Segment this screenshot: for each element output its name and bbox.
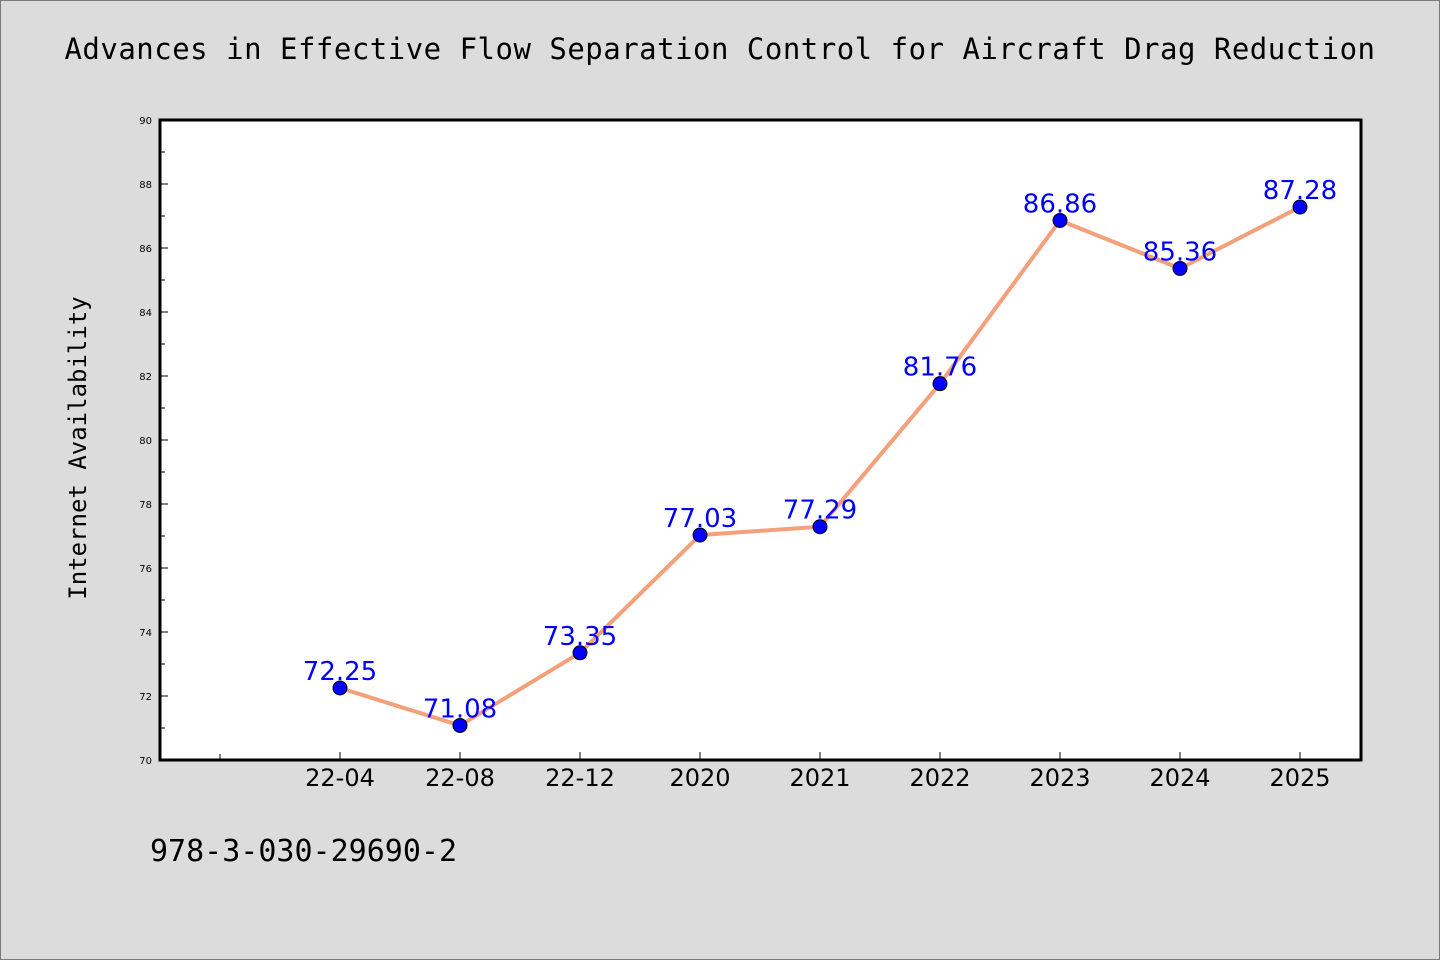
data-label: 73.35 bbox=[543, 622, 617, 652]
data-point bbox=[1172, 260, 1188, 276]
data-label: 87.28 bbox=[1263, 176, 1337, 206]
y-tick-label: 80 bbox=[139, 436, 152, 447]
data-point bbox=[572, 645, 588, 661]
chart-title: Advances in Effective Flow Separation Co… bbox=[64, 32, 1376, 66]
data-point bbox=[452, 717, 468, 733]
x-tick-label: 2024 bbox=[1149, 764, 1210, 792]
y-axis-ticks: 70 72 74 76 78 80 82 84 86 88 90 bbox=[139, 116, 168, 767]
y-tick-label: 74 bbox=[139, 628, 152, 639]
y-tick-label: 84 bbox=[139, 308, 152, 319]
y-tick-label: 76 bbox=[139, 564, 152, 575]
x-tick-label: 2023 bbox=[1029, 764, 1090, 792]
data-point bbox=[692, 527, 708, 543]
x-axis-ticks: 22-04 22-08 22-12 2020 2021 2022 2023 2024 2025 bbox=[219, 752, 1331, 792]
data-point bbox=[932, 376, 948, 392]
x-tick-label: 22-04 bbox=[305, 764, 375, 792]
y-tick-label: 70 bbox=[139, 756, 152, 767]
y-tick-label: 88 bbox=[139, 180, 152, 191]
y-tick-label: 72 bbox=[139, 692, 152, 703]
y-tick-label: 86 bbox=[139, 244, 152, 255]
y-tick-label: 82 bbox=[139, 372, 152, 383]
x-tick-label: 2022 bbox=[909, 764, 970, 792]
y-tick-label: 90 bbox=[139, 116, 152, 127]
series-line-group: 72.25 71.08 73.35 77.03 77.29 81.76 86.86 85.36… bbox=[303, 176, 1337, 733]
data-label: 71.08 bbox=[423, 694, 497, 724]
footnote-isbn: 978-3-030-29690-2 bbox=[150, 834, 458, 869]
data-label: 77.29 bbox=[783, 496, 857, 526]
x-tick-label: 2020 bbox=[669, 764, 730, 792]
data-label: 81.76 bbox=[903, 353, 977, 383]
data-point bbox=[812, 519, 828, 535]
data-label: 85.36 bbox=[1143, 237, 1217, 267]
plot-area bbox=[158, 118, 1363, 762]
x-tick-label: 22-08 bbox=[425, 764, 495, 792]
x-tick-label: 22-12 bbox=[545, 764, 615, 792]
data-point bbox=[1052, 212, 1068, 228]
data-point bbox=[1292, 199, 1308, 215]
data-point bbox=[332, 680, 348, 696]
data-label: 86.86 bbox=[1023, 189, 1097, 219]
data-label: 72.25 bbox=[303, 657, 377, 687]
x-tick-label: 2025 bbox=[1269, 764, 1330, 792]
x-tick-label: 2021 bbox=[789, 764, 850, 792]
data-label: 77.03 bbox=[663, 504, 737, 534]
y-axis-label: Internet Availability bbox=[64, 296, 92, 599]
y-tick-label: 78 bbox=[139, 500, 152, 511]
